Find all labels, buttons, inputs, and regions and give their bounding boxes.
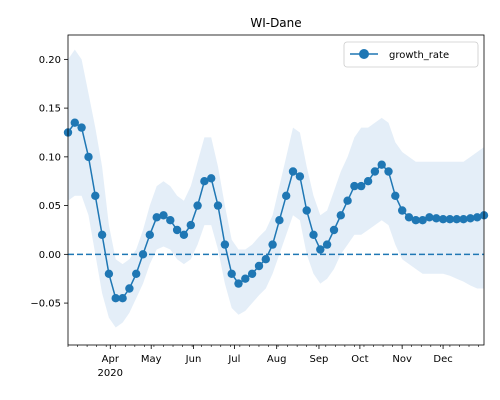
growth-rate-point bbox=[152, 213, 161, 222]
growth-rate-point bbox=[118, 294, 127, 303]
growth-rate-point bbox=[261, 255, 270, 264]
growth-rate-point bbox=[391, 191, 400, 200]
growth-rate-point bbox=[186, 220, 195, 230]
growth-rate-point bbox=[70, 118, 80, 127]
legend: growth_rate bbox=[343, 41, 479, 68]
y-tick-label: −0.05 bbox=[30, 299, 61, 310]
growth-rate-point bbox=[138, 250, 148, 259]
growth-rate-point bbox=[268, 240, 277, 249]
y-tick-label: 0.05 bbox=[39, 201, 61, 212]
growth-rate-point bbox=[179, 230, 189, 239]
growth-rate-point bbox=[370, 167, 380, 176]
growth-rate-point bbox=[398, 206, 407, 215]
growth-rate-point bbox=[104, 269, 114, 278]
x-tick-label: Apr bbox=[102, 354, 120, 365]
legend-marker-sample bbox=[359, 49, 369, 59]
growth-rate-point bbox=[350, 181, 359, 191]
growth-rate-point bbox=[466, 214, 475, 223]
x-tick-label: May bbox=[141, 354, 162, 365]
x-axis: Apr 2020 May Jun Jul Aug Sep Oct Nov Dec bbox=[67, 345, 479, 379]
growth-rate-point bbox=[111, 294, 120, 303]
legend-box bbox=[343, 41, 479, 68]
growth-rate-point bbox=[77, 123, 86, 132]
growth-rate-point bbox=[172, 225, 182, 235]
growth-rate-point bbox=[254, 261, 264, 271]
growth-rate-point bbox=[404, 213, 414, 222]
growth-rate-point bbox=[241, 274, 250, 283]
growth-rate-point bbox=[329, 225, 339, 235]
growth-rate-point bbox=[282, 191, 291, 200]
growth-rate-point bbox=[200, 177, 209, 186]
growth-rate-point bbox=[275, 216, 284, 225]
growth-rate-point bbox=[459, 215, 468, 224]
chart-title: WI-Dane bbox=[250, 16, 301, 30]
growth-rate-point bbox=[309, 230, 318, 239]
growth-rate-point bbox=[316, 245, 325, 254]
growth-rate-point bbox=[336, 211, 345, 220]
y-tick-label: 0.15 bbox=[39, 104, 61, 115]
growth-rate-point bbox=[411, 216, 420, 225]
growth-rate-point bbox=[432, 214, 441, 223]
growth-rate-point bbox=[234, 279, 243, 288]
growth-rate-point bbox=[166, 216, 175, 225]
growth-rate-point bbox=[357, 181, 366, 191]
x-tick-label: Dec bbox=[433, 354, 452, 365]
growth-rate-point bbox=[159, 211, 168, 220]
growth-rate-point bbox=[343, 196, 352, 205]
y-tick-label: 0.00 bbox=[39, 250, 61, 261]
growth-rate-point bbox=[302, 206, 311, 215]
confidence-band bbox=[68, 49, 484, 328]
x-tick-label: Jul bbox=[227, 354, 240, 365]
growth-rate-point bbox=[445, 215, 455, 224]
growth-rate-point bbox=[213, 201, 223, 210]
growth-rate-point bbox=[363, 177, 373, 186]
growth-rate-point bbox=[322, 240, 332, 249]
y-tick-label: 0.10 bbox=[39, 152, 61, 163]
growth-rate-point bbox=[132, 269, 141, 278]
x-tick-label: Oct bbox=[351, 354, 368, 365]
x-tick-label: Sep bbox=[310, 354, 329, 365]
x-tick-label: Nov bbox=[392, 354, 412, 365]
growth-rate-point bbox=[220, 240, 230, 249]
growth-rate-point bbox=[425, 213, 434, 222]
growth-rate-point bbox=[418, 216, 427, 225]
growth-rate-point bbox=[145, 230, 154, 239]
y-tick-label: 0.20 bbox=[39, 55, 61, 66]
growth-rate-point bbox=[438, 215, 448, 224]
growth-rate-point bbox=[288, 167, 298, 176]
growth-rate-point bbox=[91, 191, 100, 200]
y-axis: −0.05 0.00 0.05 0.10 0.15 0.20 bbox=[30, 55, 68, 310]
growth-rate-point bbox=[125, 284, 134, 293]
x-tick-year-label: 2020 bbox=[98, 368, 123, 379]
growth-rate-point bbox=[384, 167, 393, 176]
legend-entry-growth-rate: growth_rate bbox=[389, 50, 449, 61]
growth-rate-point bbox=[452, 215, 461, 224]
x-tick-label: Aug bbox=[267, 354, 287, 365]
series-layer bbox=[63, 118, 489, 303]
growth-rate-point bbox=[247, 269, 257, 278]
growth-rate-point bbox=[97, 230, 107, 239]
growth-rate-point bbox=[227, 269, 236, 278]
growth-rate-point bbox=[193, 201, 202, 210]
growth-rate-point bbox=[207, 174, 216, 183]
growth-rate-point bbox=[295, 172, 305, 181]
plot-frame bbox=[67, 34, 485, 346]
growth-rate-point bbox=[84, 152, 93, 162]
x-tick-label: Jun bbox=[185, 354, 202, 365]
confidence-band-layer bbox=[68, 49, 484, 328]
growth-rate-point bbox=[377, 160, 386, 169]
growth-rate-point bbox=[473, 213, 482, 222]
